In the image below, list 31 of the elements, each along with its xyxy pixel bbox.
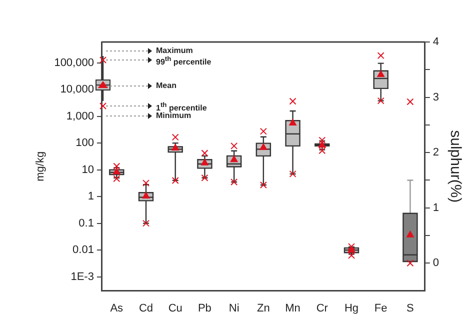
- x-tick-label: Fe: [374, 302, 388, 314]
- y2-tick-label: 4: [432, 36, 440, 48]
- y2-tick-label: 2: [432, 146, 440, 159]
- x-tick-label: Pb: [198, 302, 212, 314]
- y-tick-label: 0.01: [72, 244, 94, 256]
- y2-axis-title: sulphur(%): [446, 130, 464, 203]
- y-axis-title: mg/kg: [34, 151, 47, 182]
- x-tick-label: Cd: [138, 302, 154, 314]
- x-tick-label: Cr: [316, 302, 328, 314]
- x-tick-label: Cu: [168, 302, 182, 314]
- annotation: 99$^{th}$ percentile: [156, 55, 212, 69]
- x-tick-label: S: [406, 302, 414, 314]
- y-tick-label: 10,000: [60, 84, 94, 96]
- y-tick-label: 1E-3: [70, 270, 94, 283]
- annotation: Mean: [156, 80, 176, 92]
- x-tick-label: Mn: [285, 302, 300, 314]
- x-tick-label: As: [110, 302, 124, 314]
- y-tick-label: 0.1: [78, 217, 94, 230]
- y-tick-label: 100,000: [54, 56, 94, 69]
- annotation: Maximum: [156, 45, 193, 56]
- x-tick-label: Hg: [344, 302, 359, 314]
- x-tick-label: Ni: [228, 302, 240, 314]
- y2-tick-label: 1: [432, 202, 440, 214]
- y-tick-label: 1: [88, 190, 94, 203]
- x-tick-label: Zn: [257, 302, 270, 314]
- y2-tick-label: 3: [432, 91, 440, 104]
- y-tick-label: 10: [82, 164, 94, 176]
- annotation: Minimum: [156, 111, 192, 122]
- y-tick-label: 100: [76, 137, 94, 150]
- y-tick-label: 1,000: [66, 110, 94, 122]
- y2-tick-label: 0: [432, 257, 440, 270]
